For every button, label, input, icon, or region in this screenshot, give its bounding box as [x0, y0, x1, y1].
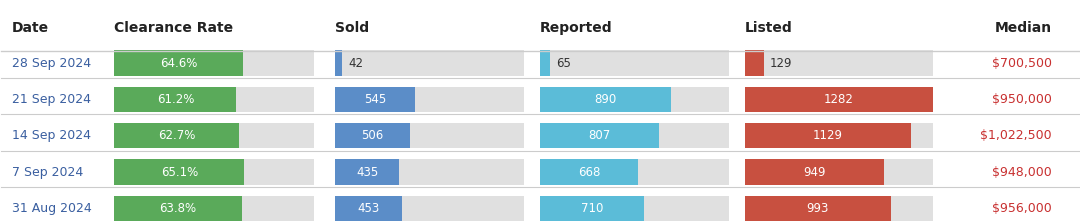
Text: $948,000: $948,000	[991, 165, 1052, 179]
FancyBboxPatch shape	[540, 196, 729, 221]
FancyBboxPatch shape	[335, 196, 402, 221]
Text: 435: 435	[356, 165, 378, 179]
Text: 65: 65	[556, 57, 571, 70]
Text: 668: 668	[578, 165, 600, 179]
Text: $950,000: $950,000	[991, 93, 1052, 106]
FancyBboxPatch shape	[114, 87, 237, 112]
Text: 1282: 1282	[824, 93, 854, 106]
FancyBboxPatch shape	[745, 87, 933, 112]
Text: Clearance Rate: Clearance Rate	[114, 21, 233, 35]
FancyBboxPatch shape	[114, 196, 242, 221]
FancyBboxPatch shape	[335, 50, 341, 76]
Text: $700,500: $700,500	[991, 57, 1052, 70]
FancyBboxPatch shape	[540, 123, 729, 148]
FancyBboxPatch shape	[745, 196, 933, 221]
Text: 807: 807	[589, 129, 610, 142]
FancyBboxPatch shape	[114, 50, 314, 76]
FancyBboxPatch shape	[335, 123, 409, 148]
Text: Median: Median	[995, 21, 1052, 35]
FancyBboxPatch shape	[335, 159, 400, 185]
Text: 28 Sep 2024: 28 Sep 2024	[12, 57, 92, 70]
Text: 42: 42	[348, 57, 363, 70]
FancyBboxPatch shape	[745, 50, 933, 76]
Text: 890: 890	[594, 93, 617, 106]
Text: 545: 545	[364, 93, 387, 106]
FancyBboxPatch shape	[540, 87, 729, 112]
FancyBboxPatch shape	[335, 87, 524, 112]
FancyBboxPatch shape	[335, 87, 416, 112]
FancyBboxPatch shape	[540, 123, 659, 148]
Text: 61.2%: 61.2%	[157, 93, 194, 106]
Text: 63.8%: 63.8%	[160, 202, 197, 215]
FancyBboxPatch shape	[114, 50, 243, 76]
Text: 129: 129	[770, 57, 793, 70]
Text: 21 Sep 2024: 21 Sep 2024	[12, 93, 91, 106]
Text: 710: 710	[581, 202, 604, 215]
FancyBboxPatch shape	[540, 159, 638, 185]
Text: $1,022,500: $1,022,500	[980, 129, 1052, 142]
Text: 31 Aug 2024: 31 Aug 2024	[12, 202, 92, 215]
Text: 14 Sep 2024: 14 Sep 2024	[12, 129, 91, 142]
FancyBboxPatch shape	[114, 87, 314, 112]
FancyBboxPatch shape	[745, 123, 910, 148]
FancyBboxPatch shape	[540, 159, 729, 185]
FancyBboxPatch shape	[335, 159, 524, 185]
FancyBboxPatch shape	[335, 123, 524, 148]
Text: 1129: 1129	[812, 129, 842, 142]
Text: Sold: Sold	[335, 21, 369, 35]
FancyBboxPatch shape	[745, 196, 891, 221]
Text: Listed: Listed	[745, 21, 793, 35]
FancyBboxPatch shape	[540, 196, 645, 221]
Text: 62.7%: 62.7%	[159, 129, 195, 142]
FancyBboxPatch shape	[114, 123, 240, 148]
Text: 64.6%: 64.6%	[160, 57, 198, 70]
Text: Reported: Reported	[540, 21, 612, 35]
Text: $956,000: $956,000	[991, 202, 1052, 215]
Text: 506: 506	[362, 129, 383, 142]
Text: 993: 993	[807, 202, 828, 215]
FancyBboxPatch shape	[114, 123, 314, 148]
FancyBboxPatch shape	[745, 123, 933, 148]
FancyBboxPatch shape	[114, 196, 314, 221]
Text: Date: Date	[12, 21, 50, 35]
Text: 949: 949	[804, 165, 826, 179]
FancyBboxPatch shape	[745, 50, 764, 76]
FancyBboxPatch shape	[540, 50, 729, 76]
FancyBboxPatch shape	[540, 50, 550, 76]
Text: 453: 453	[357, 202, 380, 215]
FancyBboxPatch shape	[335, 196, 524, 221]
FancyBboxPatch shape	[540, 87, 671, 112]
FancyBboxPatch shape	[745, 159, 933, 185]
FancyBboxPatch shape	[335, 50, 524, 76]
Text: 65.1%: 65.1%	[161, 165, 198, 179]
Text: 7 Sep 2024: 7 Sep 2024	[12, 165, 83, 179]
FancyBboxPatch shape	[745, 87, 933, 112]
FancyBboxPatch shape	[114, 159, 244, 185]
FancyBboxPatch shape	[745, 159, 885, 185]
FancyBboxPatch shape	[114, 159, 314, 185]
